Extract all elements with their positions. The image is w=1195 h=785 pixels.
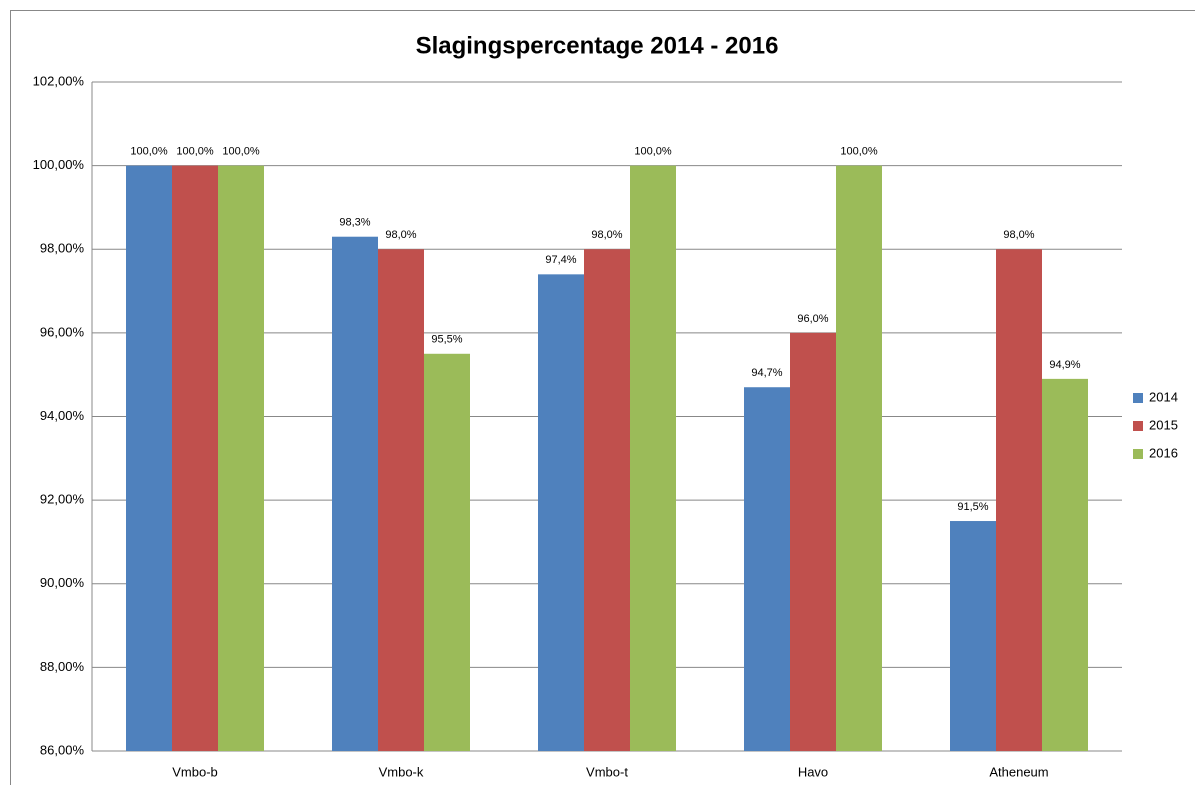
- value-label: 98,0%: [591, 229, 622, 241]
- value-label: 96,0%: [797, 313, 828, 325]
- y-tick-label: 102,00%: [33, 73, 85, 88]
- bar: [836, 165, 882, 751]
- y-tick-label: 90,00%: [40, 575, 85, 590]
- bar: [172, 165, 218, 751]
- bar: [584, 249, 630, 751]
- x-tick-label: Atheneum: [989, 764, 1048, 779]
- bar: [126, 165, 172, 751]
- value-label: 100,0%: [222, 146, 260, 158]
- legend-swatch: [1133, 421, 1143, 431]
- value-label: 91,5%: [957, 501, 988, 513]
- value-label: 98,0%: [1003, 229, 1034, 241]
- chart-title: Slagingspercentage 2014 - 2016: [416, 32, 779, 59]
- value-label: 98,0%: [385, 229, 416, 241]
- x-tick-label: Havo: [798, 764, 828, 779]
- y-tick-label: 94,00%: [40, 408, 85, 423]
- bar: [790, 332, 836, 751]
- bar: [332, 236, 378, 752]
- value-label: 97,4%: [545, 254, 576, 266]
- bar: [538, 274, 584, 751]
- legend-label: 2016: [1149, 445, 1178, 460]
- value-label: 100,0%: [130, 146, 168, 158]
- y-tick-label: 86,00%: [40, 742, 85, 757]
- y-tick-label: 100,00%: [33, 157, 85, 172]
- value-label: 100,0%: [176, 146, 214, 158]
- legend-label: 2015: [1149, 417, 1178, 432]
- value-label: 98,3%: [339, 217, 370, 229]
- value-label: 100,0%: [634, 146, 672, 158]
- y-tick-label: 92,00%: [40, 492, 85, 507]
- bar: [630, 165, 676, 751]
- bar: [950, 521, 996, 751]
- bar: [424, 353, 470, 751]
- value-label: 94,7%: [751, 367, 782, 379]
- bar: [1042, 378, 1088, 751]
- x-tick-label: Vmbo-b: [172, 764, 218, 779]
- y-tick-label: 96,00%: [40, 324, 85, 339]
- value-label: 100,0%: [840, 146, 878, 158]
- legend-swatch: [1133, 449, 1143, 459]
- y-tick-label: 88,00%: [40, 659, 85, 674]
- bar: [378, 249, 424, 751]
- legend-swatch: [1133, 393, 1143, 403]
- bar: [218, 165, 264, 751]
- value-label: 95,5%: [431, 334, 462, 346]
- bar: [744, 387, 790, 751]
- bar: [996, 249, 1042, 751]
- legend-label: 2014: [1149, 389, 1178, 404]
- x-tick-label: Vmbo-k: [379, 764, 424, 779]
- x-tick-label: Vmbo-t: [586, 764, 628, 779]
- value-label: 94,9%: [1049, 359, 1080, 371]
- y-tick-label: 98,00%: [40, 241, 85, 256]
